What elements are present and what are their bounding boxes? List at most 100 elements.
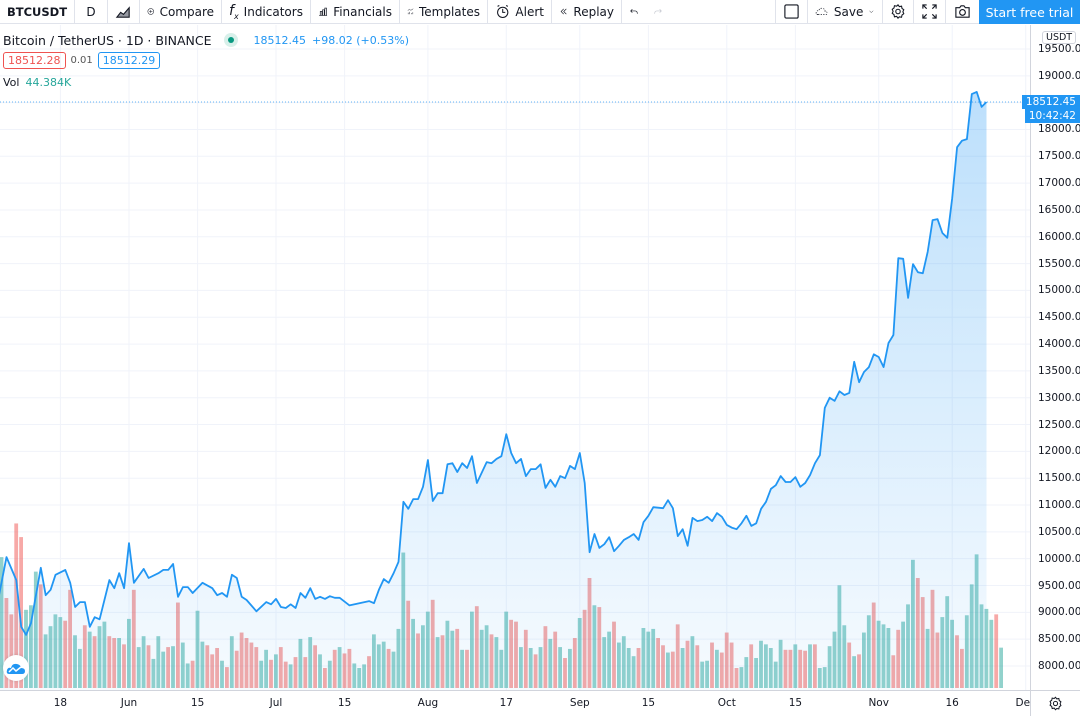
templates-icon	[407, 8, 414, 15]
price-tick: 19500.00	[1038, 43, 1080, 55]
square-icon	[784, 4, 799, 19]
financials-label: Financials	[333, 4, 392, 19]
time-tick: 15	[337, 697, 352, 709]
time-axis[interactable]: 18 Jun 15 Jul 15 Aug 17 Sep 15 Oct 15 Nov 16 Dec	[0, 690, 1036, 716]
redo-button[interactable]	[646, 0, 670, 24]
price-change: +98.02 (+0.53%)	[312, 33, 409, 47]
price-tick: 9500.00	[1038, 579, 1080, 592]
price-tick: 17500.00	[1038, 150, 1080, 163]
camera-icon	[955, 5, 970, 18]
alert-label: Alert	[515, 4, 544, 19]
start-free-trial-button[interactable]: Start free trial	[979, 0, 1080, 24]
time-tick: Nov	[868, 697, 889, 709]
volume-label: Vol	[3, 75, 20, 89]
time-tick: 17	[499, 697, 513, 709]
plus-circle-icon	[147, 8, 154, 15]
price-tick: 11000.00	[1038, 499, 1080, 512]
price-area-fill	[0, 91, 987, 690]
redo-icon	[654, 9, 662, 14]
cloud-chart-icon	[6, 663, 25, 674]
bid-price[interactable]: 18512.28	[3, 51, 66, 69]
time-tick: 15	[788, 697, 803, 709]
chart-settings-corner[interactable]	[1030, 690, 1080, 716]
price-axis[interactable]: USDT 19500.00 19000.00 18000.00 17500.00 170…	[1021, 25, 1080, 690]
last-price-label: 18512.45	[1021, 94, 1080, 109]
replay-label: Replay	[573, 4, 614, 19]
time-tick: 18	[53, 697, 68, 709]
price-tick: 18000.00	[1038, 123, 1080, 136]
layout-button[interactable]	[776, 0, 808, 24]
undo-button[interactable]	[622, 0, 646, 24]
indicators-button[interactable]: fx Indicators	[222, 0, 311, 24]
price-tick: 12000.00	[1038, 445, 1080, 458]
bar-area-icon	[115, 6, 130, 18]
time-tick: Jul	[269, 697, 283, 709]
bar-chart-icon	[319, 7, 328, 16]
financials-button[interactable]: Financials	[311, 0, 400, 24]
gear-icon	[1049, 696, 1062, 711]
time-tick: Aug	[417, 697, 439, 709]
volume-bar	[994, 614, 999, 688]
price-tick: 11500.00	[1038, 472, 1080, 485]
undo-icon	[630, 9, 638, 14]
price-line	[0, 91, 988, 636]
fullscreen-icon	[922, 4, 937, 19]
price-tick: 16500.00	[1038, 203, 1080, 216]
templates-label: Templates	[418, 4, 480, 19]
currency-label[interactable]: USDT	[1042, 31, 1077, 44]
chevron-down-icon	[869, 10, 874, 13]
volume-bar	[999, 647, 1003, 688]
price-tick: 17000.00	[1038, 177, 1080, 190]
alarm-clock-icon	[497, 5, 509, 19]
price-tick: 9000.00	[1038, 606, 1080, 619]
price-tick: 13000.00	[1038, 391, 1080, 404]
time-tick: Oct	[717, 697, 736, 709]
price-tick: 15000.00	[1038, 284, 1080, 297]
chart-style-button[interactable]	[108, 0, 140, 24]
last-price: 18512.45	[253, 33, 307, 47]
snapshot-button[interactable]	[946, 0, 979, 24]
price-tick: 19000.00	[1038, 69, 1080, 82]
price-tick: 13500.00	[1038, 364, 1080, 377]
price-tick: 10500.00	[1038, 525, 1080, 538]
price-tick: 14000.00	[1038, 338, 1080, 351]
bar-countdown-label: 10:42:42	[1024, 108, 1080, 123]
fx-icon: fx	[229, 2, 239, 21]
symbol-title[interactable]: Bitcoin / TetherUS · 1D · BINANCE	[3, 32, 212, 48]
time-tick: 15	[190, 697, 205, 709]
compare-button[interactable]: Compare	[140, 0, 222, 24]
alert-button[interactable]: Alert	[488, 0, 552, 24]
symbol-search-button[interactable]: BTCUSDT	[0, 0, 75, 24]
market-open-indicator	[223, 33, 238, 47]
price-tick: 10000.00	[1038, 552, 1080, 565]
fullscreen-button[interactable]	[914, 0, 946, 24]
indicators-label: Indicators	[243, 4, 303, 19]
price-tick: 12500.00	[1038, 418, 1080, 431]
price-tick: 14500.00	[1038, 311, 1080, 324]
compare-label: Compare	[159, 4, 214, 19]
volume-bar	[989, 619, 994, 688]
settings-button[interactable]	[883, 0, 914, 24]
chart-legend: Bitcoin / TetherUS · 1D · BINANCE 18512.…	[3, 31, 409, 91]
price-tick: 8500.00	[1038, 633, 1080, 646]
tradingview-logo[interactable]	[3, 655, 29, 681]
time-tick: Sep	[569, 697, 590, 709]
replay-button[interactable]: Replay	[552, 0, 622, 24]
interval-button[interactable]: D	[75, 0, 108, 24]
time-tick: Jun	[120, 697, 138, 709]
spread: 0.01	[70, 54, 93, 66]
volume-bar	[19, 537, 23, 688]
volume-value: 44.384K	[25, 75, 72, 89]
rewind-icon	[560, 8, 567, 15]
top-toolbar: BTCUSDT D Compare fx Indicators Financia…	[0, 0, 1080, 24]
time-tick: 16	[945, 697, 959, 709]
cloud-icon	[815, 7, 828, 16]
save-label: Save	[833, 4, 864, 19]
templates-button[interactable]: Templates	[400, 0, 488, 24]
price-tick: 8000.00	[1038, 659, 1080, 672]
price-tick: 16000.00	[1038, 230, 1080, 243]
save-button[interactable]: Save	[808, 0, 883, 24]
time-tick: 15	[641, 697, 656, 709]
ask-price[interactable]: 18512.29	[97, 51, 161, 69]
